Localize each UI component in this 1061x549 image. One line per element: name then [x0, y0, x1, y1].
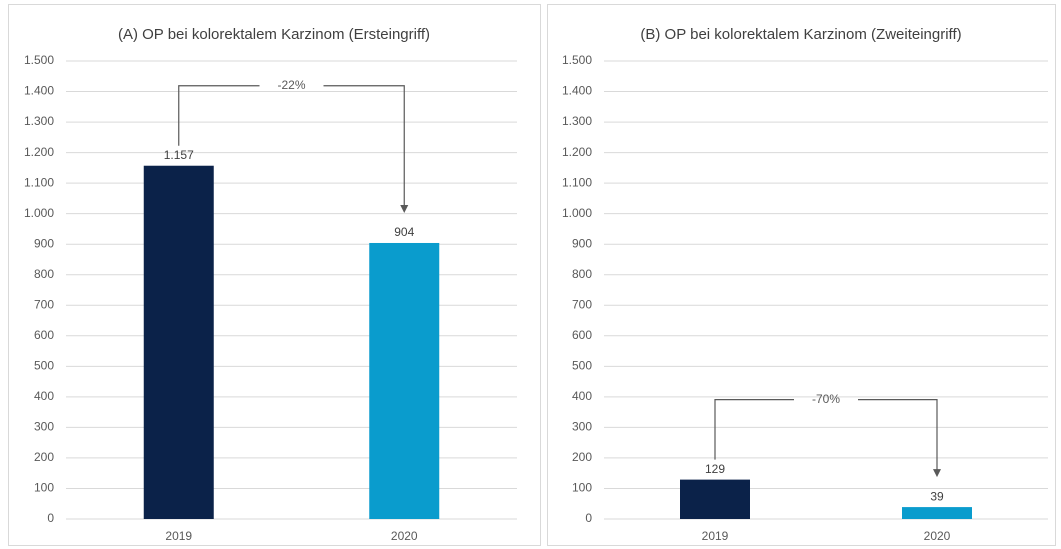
y-tick-label: 400: [34, 389, 54, 403]
y-tick-label: 900: [34, 236, 54, 250]
x-tick-label: 2019: [702, 529, 729, 543]
y-tick-label: 100: [34, 481, 54, 495]
y-tick-label: 900: [572, 236, 592, 250]
x-tick-label: 2019: [165, 529, 192, 543]
y-tick-label: 600: [572, 328, 592, 342]
bar: [369, 242, 440, 519]
value-label: 39: [930, 489, 944, 503]
x-tick-label: 2020: [391, 529, 418, 543]
y-tick-label: 200: [34, 450, 54, 464]
y-tick-label: 0: [47, 511, 54, 525]
bar: [902, 507, 972, 519]
y-tick-label: 700: [34, 297, 54, 311]
y-tick-label: 1.300: [562, 114, 592, 128]
bar: [680, 479, 750, 519]
y-tick-label: 800: [572, 267, 592, 281]
chart-title: (A) OP bei kolorektalem Karzinom (Erstei…: [118, 26, 430, 43]
y-tick-label: 800: [34, 267, 54, 281]
chart-title: (B) OP bei kolorektalem Karzinom (Zweite…: [640, 26, 961, 43]
y-tick-label: 300: [34, 420, 54, 434]
y-tick-label: 1.200: [24, 145, 54, 159]
y-tick-label: 700: [572, 297, 592, 311]
y-tick-label: 1.300: [24, 114, 54, 128]
change-arrow: [714, 399, 938, 471]
value-label: 904: [394, 225, 414, 239]
change-annotation: -70%: [812, 392, 840, 406]
arrow-head: [933, 469, 941, 478]
y-tick-label: 1.500: [562, 53, 592, 67]
change-annotation: -22%: [277, 78, 305, 92]
y-tick-label: 300: [572, 420, 592, 434]
y-tick-label: 600: [34, 328, 54, 342]
y-tick-label: 1.500: [24, 53, 54, 67]
y-tick-label: 1.400: [24, 84, 54, 98]
bar: [143, 165, 214, 519]
y-tick-label: 100: [572, 481, 592, 495]
y-tick-label: 500: [34, 359, 54, 373]
arrow-head: [400, 204, 409, 213]
value-label: 1.157: [164, 148, 194, 162]
y-tick-label: 1.000: [24, 206, 54, 220]
y-tick-label: 1.400: [562, 84, 592, 98]
y-tick-label: 1.100: [24, 175, 54, 189]
y-tick-label: 0: [585, 511, 592, 525]
y-tick-label: 500: [572, 359, 592, 373]
change-arrow: [178, 85, 405, 206]
y-tick-label: 1.000: [562, 206, 592, 220]
y-tick-label: 1.100: [562, 175, 592, 189]
x-tick-label: 2020: [924, 529, 951, 543]
y-tick-label: 200: [572, 450, 592, 464]
y-tick-label: 400: [572, 389, 592, 403]
y-tick-label: 1.200: [562, 145, 592, 159]
value-label: 129: [705, 462, 725, 476]
